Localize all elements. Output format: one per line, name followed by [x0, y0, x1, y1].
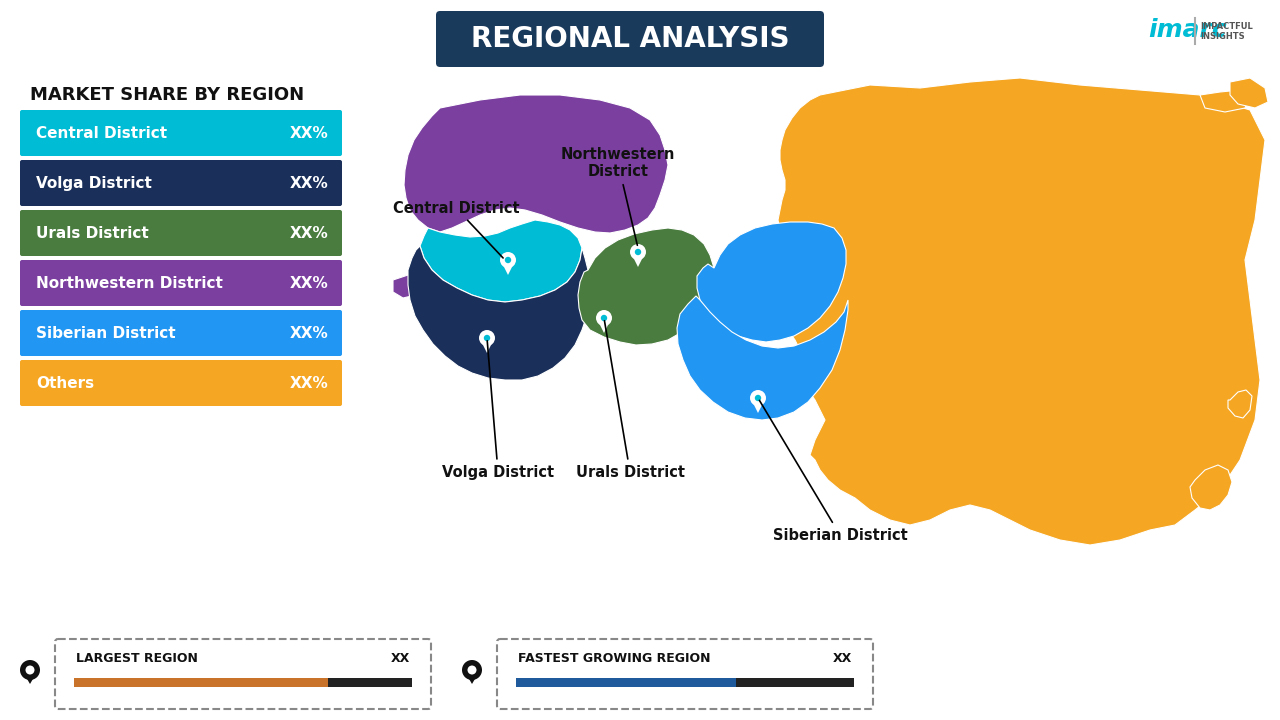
Circle shape	[630, 244, 646, 260]
Polygon shape	[1190, 465, 1231, 510]
FancyBboxPatch shape	[55, 639, 431, 709]
Text: Volga District: Volga District	[36, 176, 152, 191]
Polygon shape	[393, 275, 419, 298]
Polygon shape	[631, 253, 645, 267]
Circle shape	[750, 390, 765, 406]
Text: XX: XX	[390, 652, 410, 665]
Polygon shape	[778, 78, 1265, 545]
Circle shape	[20, 660, 40, 680]
Polygon shape	[751, 399, 765, 413]
Polygon shape	[1201, 90, 1251, 112]
Polygon shape	[596, 319, 611, 333]
Polygon shape	[23, 672, 37, 684]
Polygon shape	[500, 261, 515, 275]
Circle shape	[462, 660, 483, 680]
FancyBboxPatch shape	[436, 11, 824, 67]
FancyBboxPatch shape	[74, 678, 328, 687]
FancyBboxPatch shape	[516, 678, 736, 687]
Text: Central District: Central District	[393, 200, 520, 258]
Text: Others: Others	[36, 376, 95, 390]
Circle shape	[755, 395, 762, 401]
Text: XX%: XX%	[289, 125, 328, 140]
Circle shape	[600, 315, 607, 321]
Polygon shape	[480, 339, 494, 353]
Text: XX: XX	[833, 652, 852, 665]
Text: Northwestern
District: Northwestern District	[561, 147, 675, 246]
Text: Volga District: Volga District	[442, 341, 554, 480]
FancyBboxPatch shape	[20, 210, 342, 256]
FancyBboxPatch shape	[20, 260, 342, 306]
Polygon shape	[579, 228, 714, 345]
FancyBboxPatch shape	[20, 360, 342, 406]
Text: Urals District: Urals District	[36, 225, 148, 240]
Polygon shape	[465, 672, 479, 684]
Text: REGIONAL ANALYSIS: REGIONAL ANALYSIS	[471, 25, 790, 53]
Circle shape	[484, 335, 490, 341]
FancyBboxPatch shape	[20, 110, 342, 156]
Text: Siberian District: Siberian District	[36, 325, 175, 341]
Circle shape	[479, 330, 495, 346]
Text: MARKET SHARE BY REGION: MARKET SHARE BY REGION	[29, 86, 305, 104]
Text: Central District: Central District	[36, 125, 168, 140]
Polygon shape	[404, 95, 668, 233]
Text: INSIGHTS: INSIGHTS	[1201, 32, 1244, 40]
Polygon shape	[677, 296, 849, 420]
Text: Siberian District: Siberian District	[759, 400, 908, 542]
Text: XX%: XX%	[289, 325, 328, 341]
Polygon shape	[1230, 78, 1268, 108]
Text: XX%: XX%	[289, 225, 328, 240]
Circle shape	[635, 249, 641, 255]
Text: Northwestern District: Northwestern District	[36, 276, 223, 290]
FancyBboxPatch shape	[20, 310, 342, 356]
Circle shape	[467, 665, 476, 675]
Text: XX%: XX%	[289, 376, 328, 390]
Text: LARGEST REGION: LARGEST REGION	[76, 652, 198, 665]
Circle shape	[596, 310, 612, 326]
Text: imarc: imarc	[1148, 18, 1226, 42]
Polygon shape	[698, 222, 846, 342]
Text: FASTEST GROWING REGION: FASTEST GROWING REGION	[518, 652, 710, 665]
Circle shape	[500, 252, 516, 268]
Text: Urals District: Urals District	[576, 320, 685, 480]
Text: IMPACTFUL: IMPACTFUL	[1201, 22, 1253, 30]
FancyBboxPatch shape	[74, 678, 412, 687]
Polygon shape	[408, 246, 590, 380]
Circle shape	[504, 257, 511, 264]
FancyBboxPatch shape	[20, 160, 342, 206]
Text: XX%: XX%	[289, 276, 328, 290]
Polygon shape	[1228, 390, 1252, 418]
Circle shape	[26, 665, 35, 675]
Polygon shape	[420, 220, 582, 302]
FancyBboxPatch shape	[497, 639, 873, 709]
FancyBboxPatch shape	[516, 678, 854, 687]
Text: XX%: XX%	[289, 176, 328, 191]
